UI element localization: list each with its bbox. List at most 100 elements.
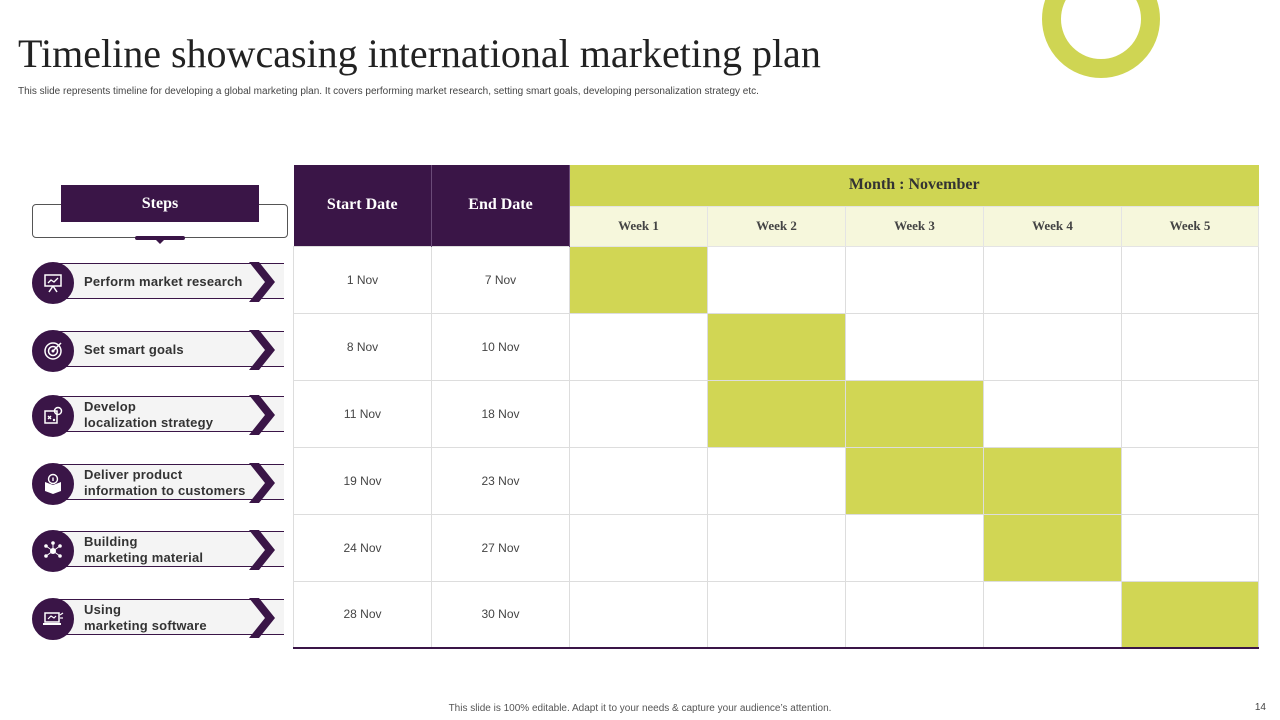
step-item-marketing-material: Building marketing material — [32, 530, 284, 572]
step-pill — [52, 599, 284, 635]
step-label: Perform market research — [84, 274, 243, 289]
week-cell — [983, 245, 1122, 314]
chevron-right-icon — [249, 262, 275, 302]
timeline-row: 11 Nov 18 Nov — [293, 379, 1259, 448]
laptop-icon — [43, 612, 64, 625]
week-header: Week 4 — [983, 205, 1122, 247]
step-icon-circle — [32, 598, 74, 640]
week-cell-active — [707, 379, 846, 448]
step-icon-circle — [32, 530, 74, 572]
steps-header: Steps — [61, 185, 259, 222]
presentation-icon — [44, 274, 62, 293]
week-cell — [1121, 513, 1259, 582]
step-icon-circle — [32, 395, 74, 437]
week-cell — [845, 312, 984, 381]
step-icon-circle — [32, 262, 74, 304]
week-header: Week 3 — [845, 205, 984, 247]
week-cell-active — [983, 513, 1122, 582]
week-cell — [983, 312, 1122, 381]
step-label: Using marketing software — [84, 602, 207, 633]
chevron-right-icon — [249, 598, 275, 638]
start-date-header: Start Date — [293, 165, 432, 246]
week-cell — [1121, 379, 1259, 448]
week-cell — [569, 312, 708, 381]
step-pill — [52, 531, 284, 567]
week-cell-active — [1121, 580, 1259, 649]
week-cell — [845, 580, 984, 649]
target-icon — [44, 342, 62, 360]
start-date-cell: 8 Nov — [293, 312, 432, 381]
timeline-row: 8 Nov 10 Nov — [293, 312, 1259, 381]
week-header: Week 2 — [707, 205, 846, 247]
network-icon — [44, 541, 62, 558]
start-date-cell: 11 Nov — [293, 379, 432, 448]
step-pill — [52, 464, 284, 500]
week-cell — [983, 580, 1122, 649]
chevron-right-icon — [249, 530, 275, 570]
step-pill — [52, 263, 284, 299]
end-date-cell: 27 Nov — [431, 513, 570, 582]
end-date-cell: 7 Nov — [431, 245, 570, 314]
end-date-cell: 10 Nov — [431, 312, 570, 381]
step-item-marketing-software: Using marketing software — [32, 598, 284, 640]
week-cell — [707, 245, 846, 314]
week-cell — [845, 513, 984, 582]
timeline-row: 24 Nov 27 Nov — [293, 513, 1259, 582]
chevron-right-icon — [249, 463, 275, 503]
week-cell-active — [707, 312, 846, 381]
step-item-product-information: Deliver product information to customers — [32, 463, 284, 505]
week-cell — [569, 446, 708, 515]
chevron-right-icon — [249, 395, 275, 435]
timeline-row: 1 Nov 7 Nov — [293, 245, 1259, 314]
timeline-row: 19 Nov 23 Nov — [293, 446, 1259, 515]
end-date-header: End Date — [431, 165, 570, 246]
week-cell-active — [983, 446, 1122, 515]
footer-note: This slide is 100% editable. Adapt it to… — [448, 703, 832, 714]
strategy-icon — [44, 406, 63, 424]
step-icon-circle — [32, 463, 74, 505]
week-cell — [983, 379, 1122, 448]
week-cell — [1121, 312, 1259, 381]
step-item-smart-goals: Set smart goals — [32, 330, 284, 372]
week-cell — [707, 513, 846, 582]
week-header: Week 5 — [1121, 205, 1259, 247]
product-box-icon — [45, 473, 61, 494]
week-cell-active — [569, 245, 708, 314]
timeline-row: 28 Nov 30 Nov — [293, 580, 1259, 649]
step-item-localization-strategy: Develop localization strategy — [32, 395, 284, 437]
week-cell — [845, 245, 984, 314]
page-title: Timeline showcasing international market… — [18, 31, 821, 76]
step-icon-circle — [32, 330, 74, 372]
week-cell — [569, 580, 708, 649]
week-cell — [707, 580, 846, 649]
end-date-cell: 23 Nov — [431, 446, 570, 515]
start-date-cell: 28 Nov — [293, 580, 432, 649]
page-subtitle: This slide represents timeline for devel… — [18, 86, 759, 97]
step-pill — [52, 331, 284, 367]
start-date-cell: 1 Nov — [293, 245, 432, 314]
end-date-cell: 18 Nov — [431, 379, 570, 448]
step-label: Deliver product information to customers — [84, 467, 246, 498]
chevron-right-icon — [249, 330, 275, 370]
step-label: Building marketing material — [84, 534, 204, 565]
week-cell — [1121, 245, 1259, 314]
step-label: Set smart goals — [84, 342, 184, 357]
week-cell-active — [845, 379, 984, 448]
start-date-cell: 24 Nov — [293, 513, 432, 582]
start-date-cell: 19 Nov — [293, 446, 432, 515]
decorative-ring — [1042, 0, 1160, 78]
week-cell — [1121, 446, 1259, 515]
week-cell — [569, 379, 708, 448]
week-cell — [569, 513, 708, 582]
end-date-cell: 30 Nov — [431, 580, 570, 649]
page-number: 14 — [1254, 702, 1266, 713]
steps-header-pointer — [135, 236, 185, 244]
step-item-market-research: Perform market research — [32, 262, 284, 304]
step-label: Develop localization strategy — [84, 399, 214, 430]
week-header: Week 1 — [569, 205, 708, 247]
week-cell — [707, 446, 846, 515]
week-cell-active — [845, 446, 984, 515]
timeline-table: Start Date End Date Month : November Wee… — [293, 165, 1259, 649]
month-header: Month : November — [569, 165, 1259, 206]
step-pill — [52, 396, 284, 432]
